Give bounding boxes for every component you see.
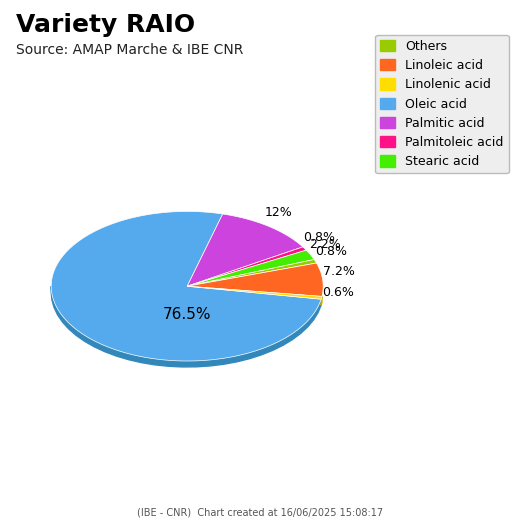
Polygon shape bbox=[51, 286, 321, 367]
Text: 12%: 12% bbox=[264, 206, 292, 219]
Polygon shape bbox=[187, 259, 317, 286]
Polygon shape bbox=[321, 296, 322, 305]
Text: 0.6%: 0.6% bbox=[322, 286, 354, 299]
Text: 0.8%: 0.8% bbox=[303, 231, 335, 244]
Text: 76.5%: 76.5% bbox=[163, 307, 212, 322]
Text: Variety RAIO: Variety RAIO bbox=[16, 13, 194, 37]
Legend: Others, Linoleic acid, Linolenic acid, Oleic acid, Palmitic acid, Palmitoleic ac: Others, Linoleic acid, Linolenic acid, O… bbox=[375, 35, 509, 173]
Polygon shape bbox=[51, 212, 321, 361]
Polygon shape bbox=[187, 247, 306, 286]
Polygon shape bbox=[187, 263, 323, 296]
Text: Source: AMAP Marche & IBE CNR: Source: AMAP Marche & IBE CNR bbox=[16, 43, 243, 57]
Polygon shape bbox=[187, 286, 322, 299]
Text: 7.2%: 7.2% bbox=[323, 265, 355, 278]
Polygon shape bbox=[187, 250, 314, 286]
Text: 0.8%: 0.8% bbox=[315, 245, 347, 258]
Polygon shape bbox=[187, 214, 303, 286]
Text: 2.2%: 2.2% bbox=[309, 238, 341, 251]
Text: (IBE - CNR)  Chart created at 16/06/2025 15:08:17: (IBE - CNR) Chart created at 16/06/2025 … bbox=[137, 508, 383, 517]
